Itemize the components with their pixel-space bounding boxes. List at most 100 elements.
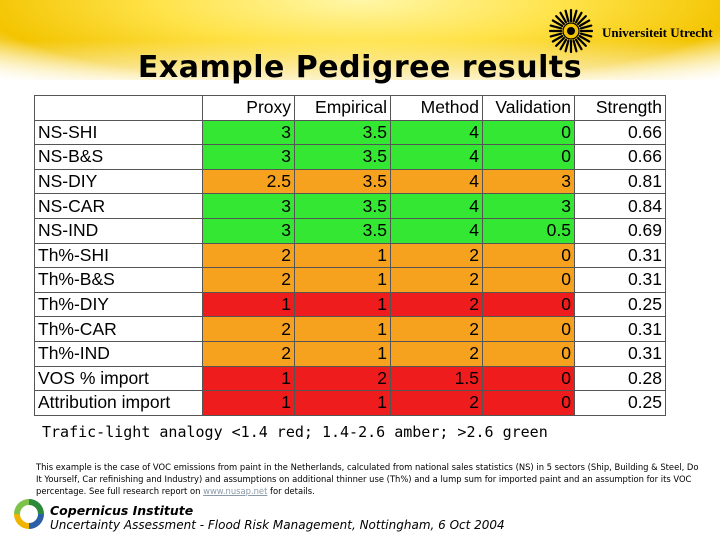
score-cell: 4 bbox=[390, 217, 483, 244]
score-cell: 3 bbox=[482, 193, 575, 219]
score-cell: 3 bbox=[202, 193, 295, 219]
table-row: NS-SHI 3 3.5 4 0 0.66 bbox=[34, 119, 666, 146]
score-cell: 2 bbox=[202, 340, 295, 367]
score-cell: 0 bbox=[482, 340, 575, 367]
score-cell: 2 bbox=[202, 316, 295, 342]
table-row: Th%-IND 2 1 2 0 0.31 bbox=[34, 340, 666, 367]
table-row: Th%-DIY 1 1 2 0 0.25 bbox=[34, 291, 666, 318]
score-cell: 2.5 bbox=[202, 168, 295, 195]
score-cell: 3.5 bbox=[294, 119, 391, 146]
row-label: Th%-SHI bbox=[34, 242, 203, 269]
score-cell: 1 bbox=[294, 291, 391, 318]
score-cell: 4 bbox=[390, 144, 483, 170]
score-cell: 2 bbox=[390, 340, 483, 367]
score-cell: 3 bbox=[202, 217, 295, 244]
pedigree-table: Proxy Empirical Method Validation Streng… bbox=[34, 95, 666, 416]
score-cell: 2 bbox=[202, 267, 295, 293]
score-cell: 0.31 bbox=[574, 267, 666, 293]
score-cell: 0.28 bbox=[574, 365, 666, 392]
score-cell: 0 bbox=[482, 291, 575, 318]
column-header: Proxy bbox=[202, 95, 295, 121]
score-cell: 0.5 bbox=[482, 217, 575, 244]
column-header: Validation bbox=[482, 95, 575, 121]
row-label: Th%-IND bbox=[34, 340, 203, 367]
column-header: Method bbox=[390, 95, 483, 121]
score-cell: 1 bbox=[294, 267, 391, 293]
row-label: Th%-DIY bbox=[34, 291, 203, 318]
row-label: NS-B&S bbox=[34, 144, 203, 170]
score-cell: 1 bbox=[202, 365, 295, 392]
university-sun-logo-icon bbox=[548, 8, 594, 54]
institute-name: Copernicus Institute bbox=[50, 503, 194, 518]
header-band-fade bbox=[0, 40, 720, 90]
score-cell: 0.84 bbox=[574, 193, 666, 219]
description-suffix: for details. bbox=[267, 486, 315, 496]
table-row: Th%-CAR 2 1 2 0 0.31 bbox=[34, 316, 666, 342]
score-cell: 0.31 bbox=[574, 316, 666, 342]
score-cell: 3.5 bbox=[294, 217, 391, 244]
score-cell: 1 bbox=[294, 242, 391, 269]
score-cell: 0 bbox=[482, 316, 575, 342]
score-cell: 0.81 bbox=[574, 168, 666, 195]
table-header-row: Proxy Empirical Method Validation Streng… bbox=[34, 95, 666, 121]
score-cell: 0.66 bbox=[574, 119, 666, 146]
score-cell: 1 bbox=[202, 291, 295, 318]
table-row: VOS % import 1 2 1.5 0 0.28 bbox=[34, 365, 666, 392]
description-text: This example is the case of VOC emission… bbox=[36, 461, 704, 497]
score-cell: 1 bbox=[294, 340, 391, 367]
score-cell: 0 bbox=[482, 144, 575, 170]
row-label: Attribution import bbox=[34, 390, 203, 416]
score-cell: 0 bbox=[482, 267, 575, 293]
score-cell: 2 bbox=[390, 316, 483, 342]
score-cell: 0 bbox=[482, 365, 575, 392]
table-row: Th%-B&S 2 1 2 0 0.31 bbox=[34, 267, 666, 293]
pedigree-table-wrapper: Proxy Empirical Method Validation Streng… bbox=[34, 95, 666, 416]
nusap-link[interactable]: www.nusap.net bbox=[203, 486, 268, 496]
score-cell: 1.5 bbox=[390, 365, 483, 392]
score-cell: 4 bbox=[390, 119, 483, 146]
score-cell: 2 bbox=[390, 291, 483, 318]
table-row: Th%-SHI 2 1 2 0 0.31 bbox=[34, 242, 666, 269]
score-cell: 4 bbox=[390, 193, 483, 219]
score-cell: 1 bbox=[294, 390, 391, 416]
score-cell: 2 bbox=[390, 267, 483, 293]
score-cell: 2 bbox=[390, 242, 483, 269]
table-row: NS-DIY 2.5 3.5 4 3 0.81 bbox=[34, 168, 666, 195]
score-cell: 3.5 bbox=[294, 144, 391, 170]
table-row: NS-IND 3 3.5 4 0.5 0.69 bbox=[34, 217, 666, 244]
table-row: Attribution import 1 1 2 0 0.25 bbox=[34, 390, 666, 416]
column-header: Strength bbox=[574, 95, 666, 121]
score-cell: 0.31 bbox=[574, 242, 666, 269]
score-cell: 3.5 bbox=[294, 193, 391, 219]
score-cell: 1 bbox=[294, 316, 391, 342]
score-cell: 0.66 bbox=[574, 144, 666, 170]
column-header bbox=[34, 95, 203, 121]
score-cell: 0.31 bbox=[574, 340, 666, 367]
score-cell: 1 bbox=[202, 390, 295, 416]
score-cell: 0 bbox=[482, 390, 575, 416]
table-row: NS-B&S 3 3.5 4 0 0.66 bbox=[34, 144, 666, 170]
copernicus-logo-icon bbox=[14, 499, 44, 529]
traffic-light-legend: Trafic-light analogy <1.4 red; 1.4-2.6 a… bbox=[42, 423, 548, 441]
row-label: NS-DIY bbox=[34, 168, 203, 195]
row-label: NS-SHI bbox=[34, 119, 203, 146]
event-line: Uncertainty Assessment - Flood Risk Mana… bbox=[50, 518, 505, 532]
score-cell: 2 bbox=[294, 365, 391, 392]
score-cell: 3 bbox=[202, 119, 295, 146]
page-title: Example Pedigree results bbox=[137, 50, 583, 85]
score-cell: 3 bbox=[202, 144, 295, 170]
score-cell: 0.25 bbox=[574, 390, 666, 416]
score-cell: 0 bbox=[482, 242, 575, 269]
score-cell: 3 bbox=[482, 168, 575, 195]
row-label: NS-CAR bbox=[34, 193, 203, 219]
score-cell: 0.25 bbox=[574, 291, 666, 318]
score-cell: 0 bbox=[482, 119, 575, 146]
description-body: This example is the case of VOC emission… bbox=[36, 462, 699, 496]
score-cell: 4 bbox=[390, 168, 483, 195]
score-cell: 3.5 bbox=[294, 168, 391, 195]
row-label: VOS % import bbox=[34, 365, 203, 392]
row-label: Th%-CAR bbox=[34, 316, 203, 342]
row-label: Th%-B&S bbox=[34, 267, 203, 293]
score-cell: 2 bbox=[390, 390, 483, 416]
score-cell: 0.69 bbox=[574, 217, 666, 244]
